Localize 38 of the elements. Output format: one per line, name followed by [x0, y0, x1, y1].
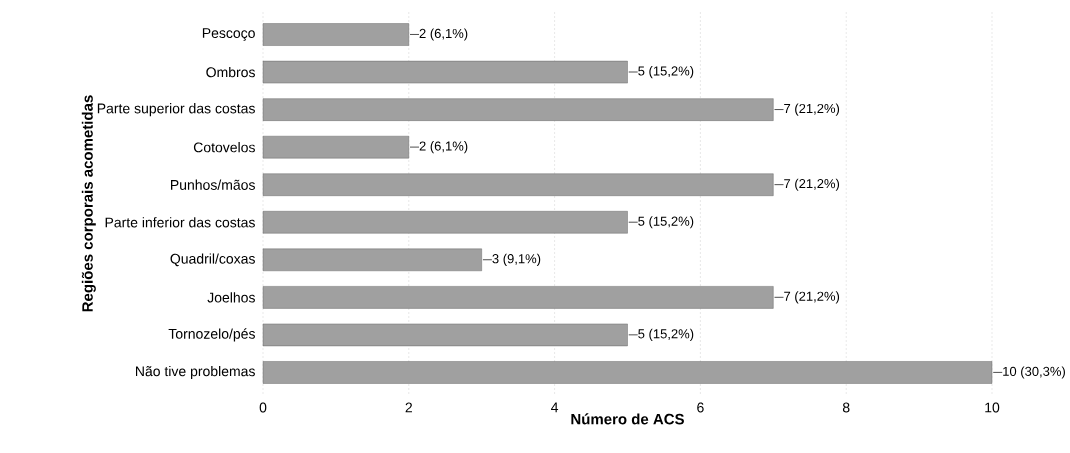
y-tick-label: Joelhos — [207, 292, 255, 303]
data-label: 5 (15,2%) — [638, 66, 694, 79]
x-tick-label: 4 — [551, 402, 559, 413]
x-tick-label: 8 — [842, 402, 850, 413]
data-label: 2 (6,1%) — [419, 141, 468, 154]
data-label: 10 (30,3%) — [1003, 366, 1065, 379]
x-tick-label: 6 — [697, 402, 704, 413]
y-tick-label: Não tive problemas — [136, 365, 255, 379]
y-tick-label: Tornozelo/pés — [168, 328, 255, 342]
data-label: 5 (15,2%) — [638, 328, 694, 341]
data-label: 3 (9,1%) — [492, 253, 541, 266]
bar — [262, 323, 628, 347]
bar — [262, 211, 628, 234]
data-label: 7 (21,2%) — [784, 291, 840, 304]
x-tick-label: 0 — [259, 402, 267, 413]
y-tick-label: Punhos/mãos — [171, 179, 255, 190]
bar — [262, 173, 774, 196]
bar — [262, 23, 409, 46]
bar — [262, 135, 409, 159]
y-axis-title: Regiões corporais acometidas — [81, 95, 96, 312]
x-axis-title: Número de ACS — [571, 413, 684, 425]
x-tick-label: 10 — [985, 402, 1000, 413]
data-label: 7 (21,2%) — [784, 103, 840, 116]
y-tick-label: Parte inferior das costas — [105, 217, 255, 228]
bar — [262, 286, 774, 309]
y-tick-label: Pescoço — [202, 28, 255, 41]
bar — [262, 60, 628, 84]
data-label: 2 (6,1%) — [419, 28, 468, 41]
data-label: 5 (15,2%) — [638, 216, 694, 229]
y-tick-label: Ombros — [206, 66, 255, 78]
bar — [262, 248, 482, 272]
bar — [262, 361, 993, 384]
y-tick-label: Quadril/coxas — [170, 253, 255, 267]
x-tick-label: 2 — [405, 402, 412, 413]
y-tick-label: Cotovelos — [193, 142, 255, 153]
y-tick-label: Parte superior das costas — [97, 103, 255, 117]
data-label: 7 (21,2%) — [784, 178, 840, 191]
bar — [262, 98, 774, 121]
